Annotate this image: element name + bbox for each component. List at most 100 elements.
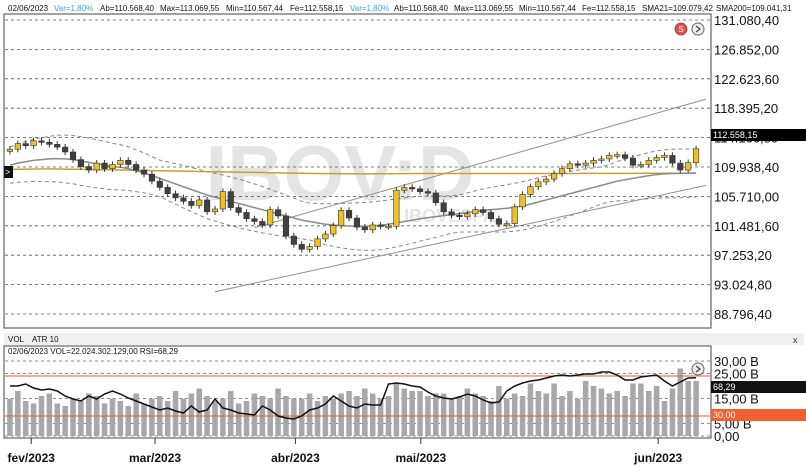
x-tick-label: jun/2023: [633, 451, 682, 465]
price-tick-label: 118.395,20: [714, 101, 778, 116]
candle-body: [85, 166, 92, 171]
candle-body: [456, 214, 463, 218]
candle-body: [101, 162, 108, 169]
price-tick-label: 126.852,00: [714, 42, 779, 57]
lower-close-button[interactable]: x: [793, 335, 798, 345]
volume-bar: [298, 398, 305, 436]
candle-body: [503, 223, 510, 226]
candle-body: [677, 162, 684, 171]
candle-body: [645, 160, 652, 165]
volume-bar: [101, 403, 108, 436]
header-fe-2: Fe=112.558,15: [582, 4, 636, 13]
candle-body: [495, 218, 502, 225]
volume-bar: [401, 388, 408, 436]
left-expand-button[interactable]: [4, 166, 13, 178]
candle-body: [416, 188, 424, 192]
volume-bar: [464, 388, 471, 436]
tab-vol[interactable]: VOL: [8, 335, 25, 344]
candle-body: [133, 164, 140, 171]
candle-body: [338, 210, 345, 226]
watermark-subtitle: IBOVESPA: [404, 206, 496, 226]
candle-body: [353, 217, 361, 228]
header-date: 02/06/2023: [8, 4, 49, 13]
candle-body: [432, 192, 439, 204]
sma200-line: [9, 168, 697, 175]
volume-bar: [117, 401, 124, 436]
lower-chevron-icon[interactable]: [691, 362, 705, 376]
level-30-label: 30,00: [713, 410, 736, 420]
candle-body: [424, 191, 431, 194]
candle-body: [77, 159, 84, 167]
volume-bar: [346, 391, 352, 436]
candle-body: [109, 164, 116, 169]
volume-bar: [338, 393, 344, 436]
candle-body: [188, 201, 195, 206]
candle-body: [148, 173, 155, 182]
candle-body: [566, 163, 573, 169]
volume-bar: [661, 401, 668, 436]
tab-atr[interactable]: ATR 10: [32, 335, 59, 344]
candle-body: [582, 162, 589, 166]
price-tick-label: 93.024,80: [714, 278, 772, 293]
lower-band-line: [9, 180, 697, 251]
candle-body: [219, 191, 226, 210]
volume-bar: [606, 393, 613, 436]
trend-channel: [214, 98, 707, 293]
volume-bar: [267, 398, 273, 436]
volume-bar: [314, 401, 321, 436]
channel-upper-line: [254, 98, 707, 229]
volume-bar: [590, 386, 597, 436]
header-var-2: Var=1,80%: [350, 4, 389, 13]
moving-averages: [9, 157, 697, 228]
price-y-axis: 131.080,40 126.852,00 122.623,60 118.395,20…: [714, 13, 779, 322]
volume-bar: [369, 393, 376, 436]
rsi-series: [5, 371, 710, 420]
candle-body: [251, 218, 258, 222]
price-tick-label: 122.623,60: [714, 72, 779, 87]
volume-bar: [496, 386, 502, 436]
candle-body: [614, 154, 621, 157]
volume-bar: [30, 403, 37, 436]
candle-body: [685, 162, 692, 171]
candle-body: [692, 148, 700, 163]
volume-bar: [291, 398, 297, 436]
rsi-line: [9, 371, 697, 420]
volume-bar: [243, 401, 250, 436]
x-tick-label: abr/2023: [271, 451, 320, 465]
x-axis: fev/2023 mar/2023 abr/2023 mai/2023 jun/2023: [8, 438, 683, 465]
candle-body: [598, 158, 605, 161]
volume-bar: [598, 388, 605, 436]
candle-body: [519, 194, 526, 208]
lower-tick-label: 15,00 B: [714, 392, 759, 407]
x-tick-label: mai/2023: [395, 451, 446, 465]
price-panel[interactable]: [3, 13, 712, 329]
candle-body: [369, 224, 376, 231]
candle-body: [440, 202, 447, 213]
candle-body: [290, 235, 297, 245]
volume-bar: [70, 398, 76, 436]
candle-body: [6, 148, 14, 152]
channel-lower-line: [214, 184, 707, 293]
candle-body: [472, 209, 479, 215]
candle-body: [385, 226, 392, 229]
candle-body: [361, 226, 368, 231]
candle-body: [487, 212, 495, 220]
candle-body: [377, 224, 384, 227]
candle-body: [227, 191, 234, 208]
volume-bar: [377, 398, 384, 436]
candle-body: [629, 157, 637, 166]
s-icon[interactable]: [674, 22, 688, 36]
candle-body: [46, 141, 53, 145]
volume-bar: [472, 393, 478, 436]
chevron-right-icon[interactable]: [691, 22, 705, 36]
price-tick-label: 105.710,00: [714, 189, 779, 204]
volume-bar: [15, 391, 21, 436]
volume-bar: [220, 398, 226, 436]
volume-bar: [693, 381, 699, 436]
header-bar: 02/06/2023 Var=1,80% Ab=110.568,40 Max=1…: [8, 4, 792, 13]
volume-bar: [433, 393, 439, 436]
candle-body: [551, 173, 558, 180]
volume-bar: [141, 403, 147, 436]
volume-bar: [677, 368, 684, 436]
volume-bar: [488, 401, 494, 436]
